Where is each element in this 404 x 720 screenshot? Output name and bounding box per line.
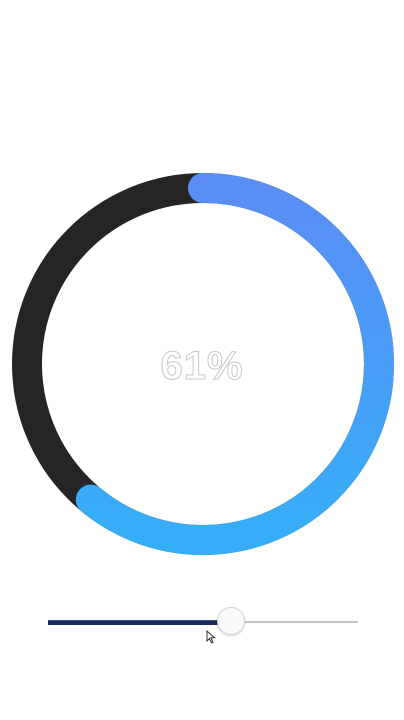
progress-ring-arc xyxy=(75,173,394,555)
progress-slider[interactable] xyxy=(48,606,358,638)
slider-thumb[interactable] xyxy=(217,607,245,635)
mouse-pointer-icon xyxy=(206,630,216,644)
slider-fill xyxy=(48,620,231,625)
progress-percent-label: 61% xyxy=(160,344,244,389)
